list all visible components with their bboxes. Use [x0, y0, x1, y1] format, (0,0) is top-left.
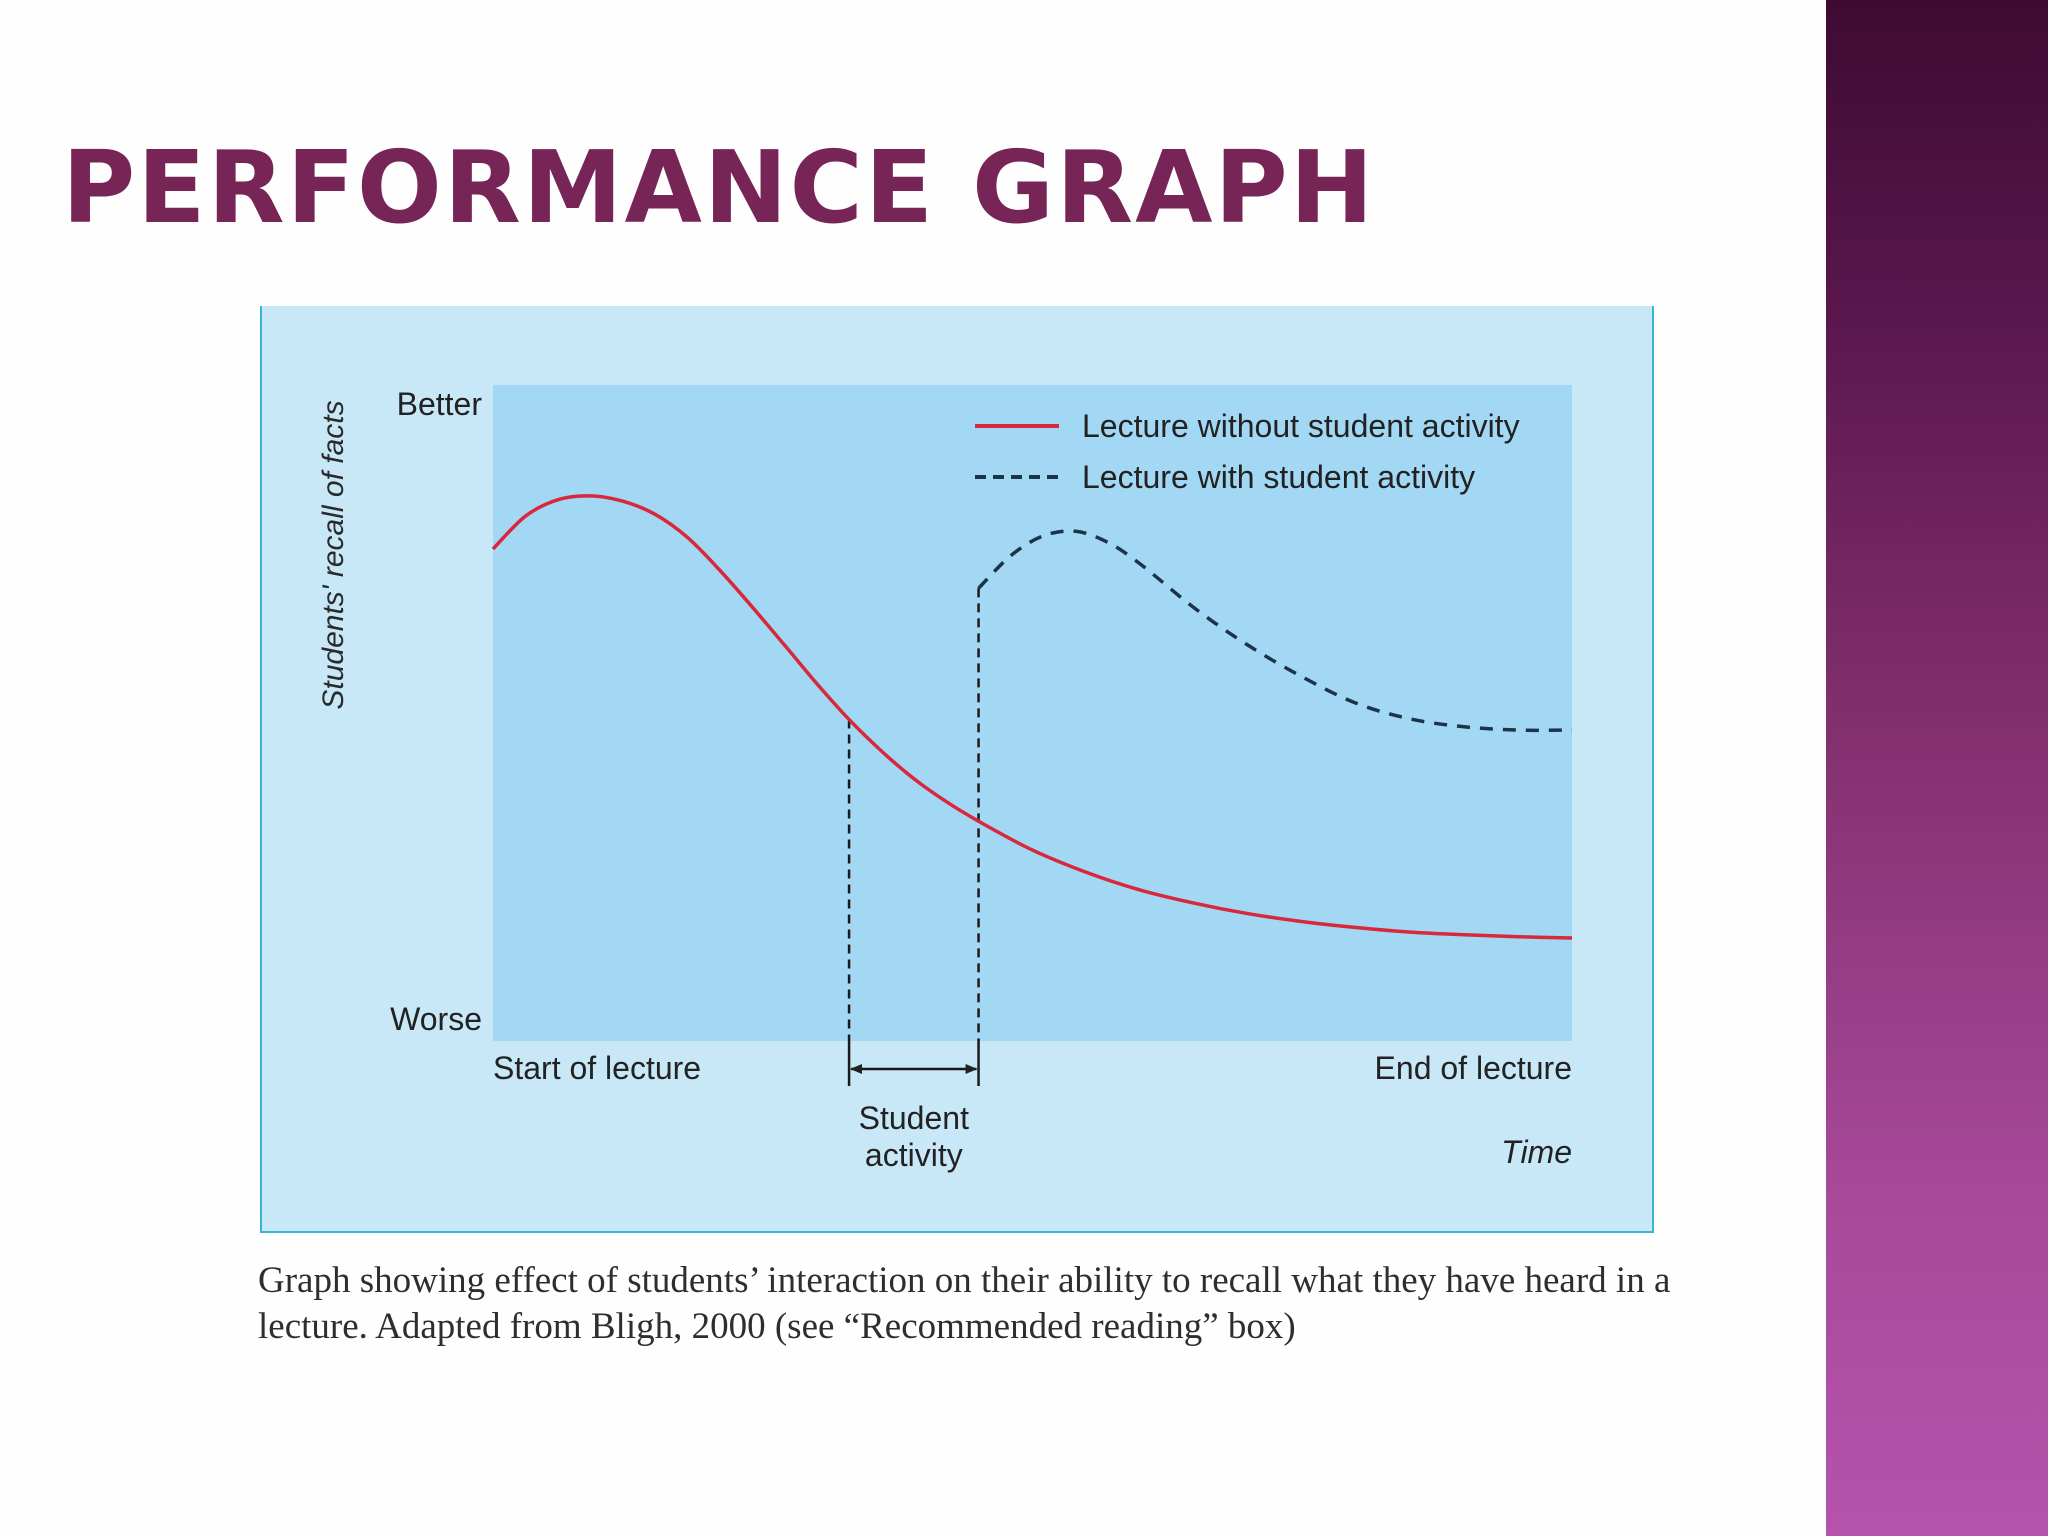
chart-svg: Students' recall of facts Better Worse S… — [317, 385, 1573, 1173]
legend-label-without-activity: Lecture without student activity — [1082, 408, 1520, 444]
y-tick-label-better: Better — [397, 386, 483, 422]
legend-label-with-activity: Lecture with student activity — [1082, 459, 1475, 495]
x-tick-label-end: End of lecture — [1375, 1050, 1572, 1086]
slide: PERFORMANCE GRAPH Students' recall of fa… — [62, 129, 1671, 1347]
page-title: PERFORMANCE GRAPH — [62, 129, 1376, 246]
student-activity-label-line: activity — [865, 1137, 963, 1173]
series-line-with-activity — [977, 529, 1573, 733]
x-axis-label: Time — [1501, 1134, 1572, 1170]
decorative-side-bar — [1826, 0, 2048, 1536]
student-activity-label: Student activity — [859, 1100, 969, 1173]
y-tick-label-worse: Worse — [390, 1001, 482, 1037]
student-activity-label-line: Student — [859, 1100, 969, 1136]
y-axis-label: Students' recall of facts — [317, 400, 350, 709]
figure-caption: Graph showing effect of students’ intera… — [258, 1260, 1671, 1347]
chart-figure: Students' recall of facts Better Worse S… — [260, 306, 1654, 1233]
series-line-without-activity — [491, 494, 1573, 940]
x-tick-label-start: Start of lecture — [493, 1050, 701, 1086]
